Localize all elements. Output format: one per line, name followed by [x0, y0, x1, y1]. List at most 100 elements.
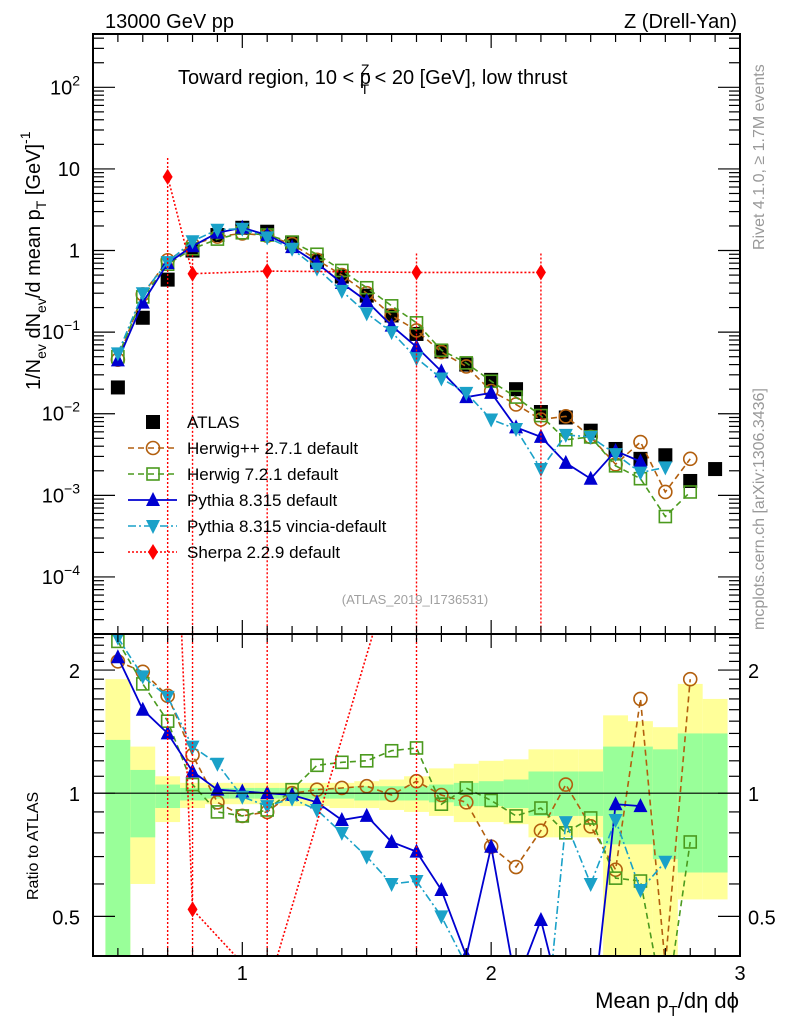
data-point [583, 430, 598, 445]
data-point [484, 838, 499, 853]
data-point [384, 326, 399, 341]
rivet-version-label: Rivet 4.1.0, ≥ 1.7M events [751, 64, 768, 250]
data-point [509, 390, 523, 404]
series-line [117, 640, 691, 955]
legend-label: Herwig++ 2.7.1 default [187, 439, 358, 458]
ratio-y-tick-label: 1 [69, 784, 80, 806]
data-point [434, 343, 449, 358]
data-point [310, 758, 324, 773]
series-line [180, 635, 374, 955]
data-point [559, 1011, 573, 1024]
data-point [434, 910, 449, 925]
inner-band-segment [702, 733, 728, 873]
ratio-panel-series [110, 635, 698, 1024]
data-point [683, 473, 698, 488]
data-point [583, 811, 598, 825]
legend-entry: Pythia 8.315 default [128, 491, 338, 510]
series-sherpa-2-2-9-default [166, 635, 418, 998]
legend-marker [146, 415, 160, 429]
data-point [359, 807, 374, 822]
data-point [285, 792, 300, 807]
data-point [459, 959, 473, 973]
data-point [187, 901, 198, 918]
data-point [484, 372, 499, 387]
data-point [633, 453, 648, 468]
data-point [409, 323, 424, 338]
data-point [509, 809, 523, 823]
data-point [633, 798, 648, 813]
data-point [334, 812, 349, 827]
data-point [384, 787, 399, 803]
data-point [608, 448, 623, 463]
data-point [484, 413, 499, 428]
legend-entry: Sherpa 2.2.9 default [128, 543, 340, 562]
mcplots-reference-label: mcplots.cern.ch [arXiv:1306.3436] [751, 388, 768, 630]
legend-entry: ATLAS [146, 413, 240, 432]
ratio-y-tick-label: 2 [69, 661, 80, 683]
ratio-y-tick-label-right: 2 [748, 661, 759, 683]
data-point [558, 777, 574, 792]
inner-band-segment [105, 739, 131, 955]
data-point [683, 835, 698, 849]
data-point [160, 725, 175, 740]
data-point [583, 470, 598, 485]
data-point [135, 310, 150, 325]
legend-marker [145, 440, 161, 456]
data-point [558, 816, 573, 831]
data-point [509, 382, 524, 397]
data-point [262, 982, 272, 998]
data-point [210, 223, 225, 238]
data-point [135, 701, 150, 716]
legend-label: Herwig 7.2.1 default [187, 465, 338, 484]
data-point [658, 855, 673, 870]
legend-label: Pythia 8.315 vincia-default [187, 517, 387, 536]
series-line [117, 656, 641, 955]
series-line [117, 231, 691, 518]
data-point [484, 793, 498, 808]
data-point [682, 671, 698, 687]
data-point [658, 509, 673, 524]
data-point [509, 984, 523, 998]
legend-label: Pythia 8.315 default [187, 491, 338, 510]
data-point [608, 814, 623, 829]
legend-entry: Herwig 7.2.1 default [128, 465, 338, 484]
data-point [335, 755, 349, 770]
data-point [334, 284, 349, 299]
data-point [509, 977, 523, 991]
data-point [434, 881, 449, 896]
legend-marker [148, 544, 158, 560]
ratio-y-tick-label-right: 1 [748, 784, 759, 806]
data-point [535, 264, 546, 281]
data-point [359, 293, 374, 308]
data-point [110, 347, 125, 362]
ratio-y-tick-label: 0.5 [52, 907, 80, 929]
x-tick-label: 1 [237, 963, 248, 985]
data-point [135, 294, 150, 309]
data-point [633, 434, 648, 450]
legend: ATLAS Herwig++ 2.7.1 default Herwig 7.2.1 … [128, 413, 387, 562]
data-point [658, 461, 673, 476]
data-point [459, 781, 474, 795]
header-process-label: Z (Drell-Yan) [624, 11, 737, 33]
data-point [533, 823, 549, 838]
legend-label: Sherpa 2.2.9 default [187, 543, 340, 562]
series-pythia-8-315-vincia-default [112, 635, 673, 998]
data-point [210, 805, 225, 819]
axes: 1 2 3 102 10 1 10−1 10−2 10−3 10−4 2 2 1 1 0.5 0.5 [42, 33, 776, 985]
data-point [558, 409, 574, 424]
data-point [260, 231, 275, 246]
data-point [583, 819, 598, 834]
data-point [160, 690, 175, 705]
data-point [235, 222, 250, 237]
data-point [359, 754, 374, 768]
data-point [210, 757, 225, 772]
inner-band-segment [155, 784, 181, 809]
data-point [135, 287, 150, 302]
x-tick-label: 2 [486, 963, 497, 985]
data-point [683, 485, 698, 499]
data-point [533, 405, 548, 420]
data-point [484, 984, 498, 998]
data-point [708, 462, 723, 477]
data-point [110, 649, 125, 664]
data-point [135, 670, 150, 685]
